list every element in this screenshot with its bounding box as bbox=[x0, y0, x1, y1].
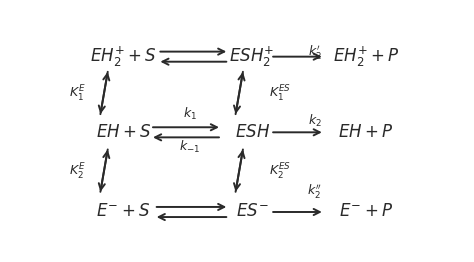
Text: $E^{-} + P$: $E^{-} + P$ bbox=[339, 204, 393, 221]
Text: $EH_2^{+} + S$: $EH_2^{+} + S$ bbox=[90, 45, 157, 69]
Text: $k_{-1}$: $k_{-1}$ bbox=[179, 139, 201, 155]
Text: $K_1^E$: $K_1^E$ bbox=[69, 84, 85, 104]
Text: $ESH_2^{+}$: $ESH_2^{+}$ bbox=[229, 45, 275, 69]
Text: $E^{-} + S$: $E^{-} + S$ bbox=[96, 204, 151, 221]
Text: $ESH$: $ESH$ bbox=[235, 124, 270, 141]
Text: $ES^{-}$: $ES^{-}$ bbox=[236, 204, 268, 221]
Text: $K_2^E$: $K_2^E$ bbox=[69, 162, 85, 182]
Text: $EH + P$: $EH + P$ bbox=[338, 124, 394, 141]
Text: $k_2$: $k_2$ bbox=[308, 113, 321, 129]
Text: $k_1$: $k_1$ bbox=[182, 106, 197, 122]
Text: $EH_2^{+} + P$: $EH_2^{+} + P$ bbox=[333, 45, 400, 69]
Text: $K_1^{ES}$: $K_1^{ES}$ bbox=[269, 84, 291, 104]
Text: $EH + S$: $EH + S$ bbox=[96, 124, 151, 141]
Text: $k_2'$: $k_2'$ bbox=[308, 43, 321, 61]
Text: $k_2''$: $k_2''$ bbox=[307, 182, 322, 200]
Text: $K_2^{ES}$: $K_2^{ES}$ bbox=[269, 162, 291, 182]
